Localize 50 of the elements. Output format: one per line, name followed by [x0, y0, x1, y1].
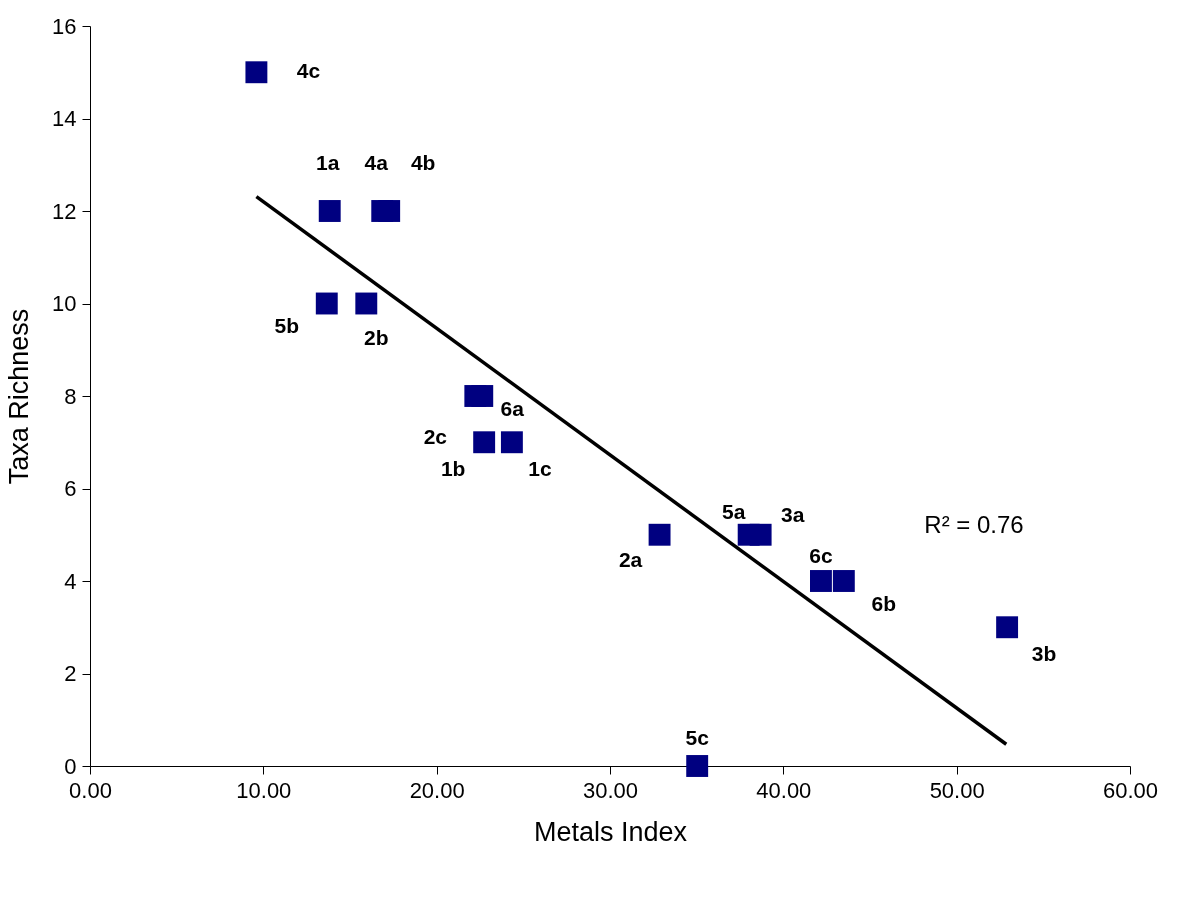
y-tick-label: 14 — [52, 106, 77, 131]
annotation: 4b — [410, 151, 436, 174]
y-tick-label: 4 — [64, 568, 77, 594]
x-tick-label: 0.00 — [69, 777, 112, 803]
annotation: 6c — [809, 544, 833, 567]
point — [500, 431, 523, 454]
y-axis-title: Taxa Richness — [4, 308, 35, 485]
annotation: 2c — [423, 425, 448, 448]
point — [355, 292, 378, 315]
y-tick-label: 10 — [52, 291, 77, 316]
annotation: 6b — [871, 592, 897, 615]
y-tick-label: 2 — [64, 661, 77, 686]
point — [686, 755, 709, 777]
y-tick-label: 6 — [64, 476, 77, 501]
annotation: R² = 0.76 — [924, 510, 1024, 538]
x-tick-label: 30.00 — [582, 777, 639, 803]
annotation: 4c — [296, 59, 321, 83]
point — [471, 385, 494, 407]
annotation: 1c — [528, 457, 552, 481]
x-axis-title: Metals Index — [533, 816, 688, 847]
point — [832, 570, 855, 592]
y-tick-label: 8 — [64, 383, 77, 409]
point — [473, 431, 496, 454]
annotation: 2b — [364, 325, 389, 349]
point — [648, 523, 671, 546]
annotation: 6a — [500, 397, 525, 420]
point — [378, 200, 401, 222]
y-tick-label: 0 — [64, 753, 77, 779]
point — [996, 616, 1019, 639]
x-tick-label: 40.00 — [756, 777, 812, 803]
x-tick-label: 50.00 — [929, 777, 985, 803]
x-tick-label: 60.00 — [1102, 777, 1159, 803]
annotation: 5c — [685, 726, 710, 749]
point — [318, 200, 341, 222]
y-tick-label: 16 — [52, 13, 77, 39]
point — [315, 292, 338, 315]
annotation: 5a — [721, 499, 746, 523]
point — [809, 570, 832, 592]
x-tick-label: 10.00 — [236, 777, 292, 803]
annotation: 2a — [618, 547, 643, 571]
x-tick-label: 20.00 — [409, 777, 465, 803]
point — [245, 61, 268, 84]
annotation: 5b — [274, 313, 300, 337]
annotation: 4a — [364, 151, 389, 174]
annotation: 1b — [440, 457, 466, 481]
annotation: 3b — [1031, 642, 1057, 666]
y-tick-label: 12 — [52, 198, 77, 224]
point — [749, 523, 772, 546]
annotation: 1a — [316, 151, 340, 174]
annotation: 3a — [780, 502, 805, 526]
